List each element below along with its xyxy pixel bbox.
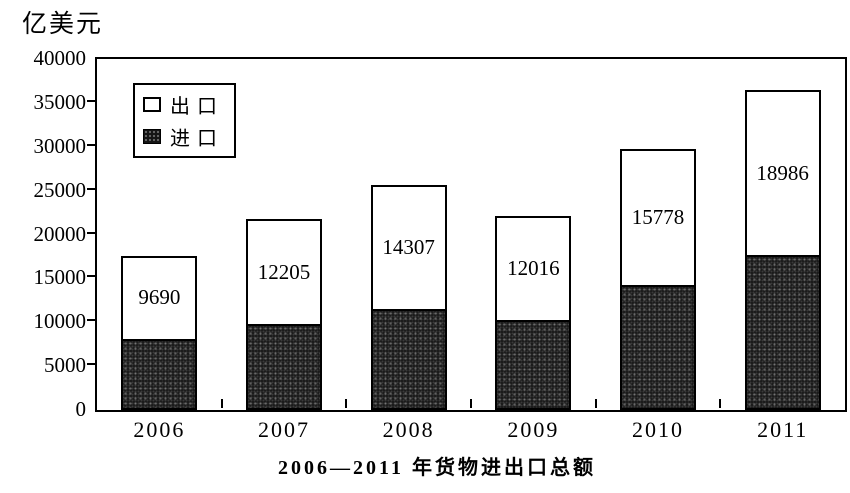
y-tick-label: 35000 <box>33 89 87 114</box>
y-tick-label: 10000 <box>33 309 87 334</box>
x-axis-tick <box>719 399 722 408</box>
x-tick-label: 2006 <box>133 417 186 442</box>
plot-area: 出口 进口 <box>95 57 847 412</box>
bar-export-value-label: 15778 <box>631 205 685 230</box>
bar-import-segment <box>622 285 694 408</box>
x-tick-label: 2010 <box>632 417 684 442</box>
bar-import-segment <box>746 255 819 408</box>
x-tick-label: 2007 <box>258 417 310 442</box>
legend-import-label: 进口 <box>170 128 224 150</box>
y-axis-tick <box>87 363 96 366</box>
x-axis-tick <box>220 399 223 408</box>
y-axis-unit-label: 亿美元 <box>22 11 104 38</box>
y-axis-tick <box>87 319 96 322</box>
bar-export-value-label: 12016 <box>507 256 560 280</box>
x-tick-label: 2009 <box>507 417 560 442</box>
y-tick-label: 5000 <box>44 353 86 378</box>
bar-import-segment <box>372 308 445 408</box>
bar-import-segment <box>123 338 196 408</box>
bar-import-segment <box>497 319 570 408</box>
y-axis-tick <box>87 99 96 102</box>
y-tick-label: 25000 <box>33 177 87 202</box>
y-tick-label: 0 <box>75 397 87 421</box>
bar-2006: 9690 <box>121 255 198 410</box>
bar-import-segment <box>248 324 320 408</box>
x-tick-label: 2008 <box>382 417 435 442</box>
y-axis-tick <box>87 143 96 146</box>
y-tick-label: 20000 <box>33 221 87 246</box>
x-axis-tick <box>345 399 348 408</box>
bar-2010: 15778 <box>620 149 696 410</box>
bar-export-value-label: 18986 <box>756 160 809 185</box>
bar-export-value-label: 14307 <box>382 234 435 259</box>
bar-2011: 18986 <box>744 90 821 410</box>
bar-export-value-label: 9690 <box>138 285 181 310</box>
export-swatch-icon <box>143 97 161 112</box>
bar-export-value-label: 12205 <box>257 259 311 284</box>
y-tick-label: 15000 <box>33 265 87 290</box>
legend-row-export: 出口 <box>143 90 224 119</box>
y-axis-tick <box>87 187 96 190</box>
import-swatch-icon <box>143 129 161 144</box>
legend: 出口 进口 <box>133 83 236 158</box>
y-axis-tick <box>87 275 96 278</box>
bar-2007: 12205 <box>246 219 322 410</box>
bar-2008: 14307 <box>370 185 447 410</box>
y-axis-tick <box>87 231 96 234</box>
legend-row-import: 进口 <box>143 122 224 151</box>
x-axis-tick <box>470 399 472 408</box>
x-axis-tick <box>594 399 597 408</box>
y-tick-label: 40000 <box>33 46 87 70</box>
chart-title: 2006—2011 年货物进出口总额 <box>278 457 596 479</box>
x-tick-label: 2011 <box>757 417 809 442</box>
legend-export-label: 出口 <box>170 96 224 118</box>
y-tick-label: 30000 <box>33 133 87 158</box>
bar-2009: 12016 <box>495 216 572 410</box>
